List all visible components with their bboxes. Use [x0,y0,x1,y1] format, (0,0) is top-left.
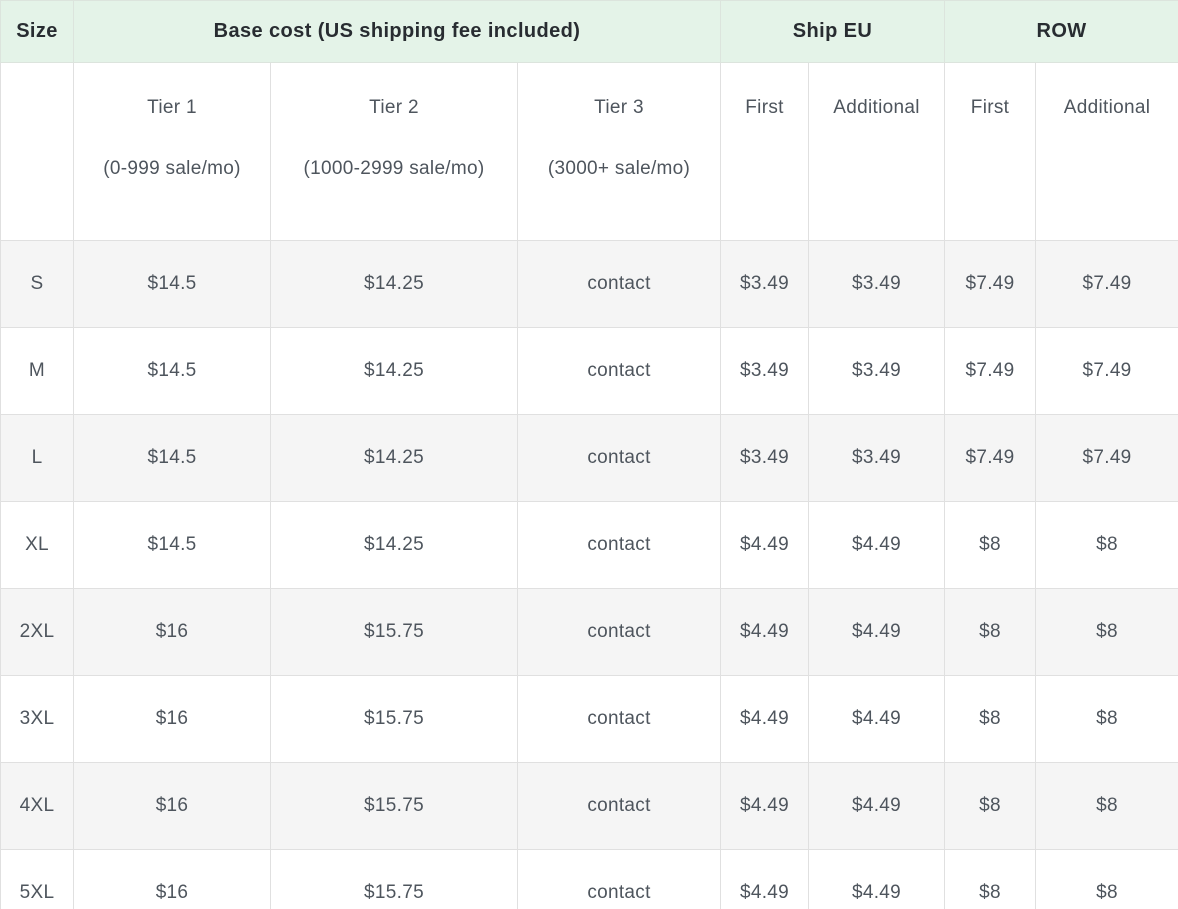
value-cell: contact [517,414,721,502]
table-row: XL $14.5 $14.25 contact $4.49 $4.49 $8 $8 [0,501,1178,589]
value-cell: $7.49 [1035,414,1178,502]
value-cell: $14.5 [73,501,271,589]
table-body: S $14.5 $14.25 contact $3.49 $3.49 $7.49 $7.49 M… [0,240,1178,909]
sub-header-title: Additional [833,97,920,118]
value-cell: $4.49 [720,675,809,763]
table-row: L $14.5 $14.25 contact $3.49 $3.49 $7.49 $7.49 [0,414,1178,502]
table-row: 4XL $16 $15.75 contact $4.49 $4.49 $8 $8 [0,762,1178,850]
value-cell: $8 [1035,762,1178,850]
value-cell: $14.25 [270,414,518,502]
value-cell: $7.49 [1035,327,1178,415]
value-cell: $4.49 [807,501,946,589]
value-cell: $8 [1035,849,1178,909]
table-row: M $14.5 $14.25 contact $3.49 $3.49 $7.49 $7.49 [0,327,1178,415]
value-cell: $8 [944,849,1037,909]
value-cell: $14.5 [73,414,271,502]
value-cell: $8 [1035,501,1178,589]
value-cell: $4.49 [720,849,809,909]
sub-header-cell: First [944,62,1037,241]
value-cell: $8 [1035,588,1178,676]
value-cell: $15.75 [270,762,518,850]
table-row: S $14.5 $14.25 contact $3.49 $3.49 $7.49 $7.49 [0,240,1178,328]
value-cell: $4.49 [807,762,946,850]
sub-header-subtitle: (1000-2999 sale/mo) [303,158,485,179]
value-cell: contact [517,327,721,415]
sub-header-title: Tier 2 [369,97,419,118]
table-row: 5XL $16 $15.75 contact $4.49 $4.49 $8 $8 [0,849,1178,909]
header-row-region: ROW [944,0,1178,63]
sub-header-cell: Tier 1 (0-999 sale/mo) [73,62,271,241]
value-cell: $15.75 [270,588,518,676]
sub-header-row: Tier 1 (0-999 sale/mo) Tier 2 (1000-2999 sa… [0,62,1178,241]
value-cell: $14.25 [270,327,518,415]
sub-header-subtitle: (0-999 sale/mo) [103,158,241,179]
value-cell: $8 [1035,675,1178,763]
sub-header-size-empty [0,62,74,241]
value-cell: $15.75 [270,849,518,909]
value-cell: $4.49 [807,849,946,909]
value-cell: $8 [944,762,1037,850]
value-cell: $3.49 [720,327,809,415]
sub-header-title: First [745,97,784,118]
size-cell: S [0,240,74,328]
value-cell: contact [517,762,721,850]
header-base-cost: Base cost (US shipping fee included) [73,0,721,63]
value-cell: $7.49 [944,327,1037,415]
value-cell: $3.49 [720,414,809,502]
sub-header-title: Additional [1063,97,1151,118]
value-cell: $14.5 [73,240,271,328]
size-cell: 3XL [0,675,74,763]
size-cell: 2XL [0,588,74,676]
value-cell: $4.49 [807,675,946,763]
size-cell: M [0,327,74,415]
value-cell: $14.25 [270,240,518,328]
group-header-row: Size Base cost (US shipping fee included… [0,0,1178,63]
value-cell: $3.49 [807,414,946,502]
size-cell: 5XL [0,849,74,909]
value-cell: $7.49 [944,240,1037,328]
sub-header-title: Tier 3 [594,97,644,118]
value-cell: $4.49 [720,762,809,850]
sub-header-subtitle: (3000+ sale/mo) [547,158,691,179]
sub-header-cell: Tier 2 (1000-2999 sale/mo) [270,62,518,241]
value-cell: $16 [73,675,271,763]
value-cell: $14.25 [270,501,518,589]
value-cell: $3.49 [807,240,946,328]
value-cell: $3.49 [720,240,809,328]
sub-header-cell: First [720,62,809,241]
value-cell: contact [517,849,721,909]
header-ship-eu: Ship EU [719,0,946,63]
value-cell: $8 [944,588,1037,676]
sub-header-cell: Tier 3 (3000+ sale/mo) [517,62,721,241]
value-cell: $16 [73,588,271,676]
value-cell: contact [517,588,721,676]
header-size: Size [0,0,74,63]
table-row: 3XL $16 $15.75 contact $4.49 $4.49 $8 $8 [0,675,1178,763]
value-cell: $3.49 [807,327,946,415]
sub-header-title: First [970,97,1010,118]
value-cell: $4.49 [720,588,809,676]
value-cell: $14.5 [73,327,271,415]
value-cell: $16 [73,762,271,850]
value-cell: $8 [944,501,1037,589]
sub-header-cell: Additional [807,62,946,241]
sub-header-title: Tier 1 [147,97,197,118]
value-cell: $16 [73,849,271,909]
value-cell: $7.49 [1035,240,1178,328]
value-cell: $7.49 [944,414,1037,502]
value-cell: contact [517,675,721,763]
value-cell: contact [517,240,721,328]
size-cell: L [0,414,74,502]
value-cell: $4.49 [807,588,946,676]
value-cell: $8 [944,675,1037,763]
table-row: 2XL $16 $15.75 contact $4.49 $4.49 $8 $8 [0,588,1178,676]
value-cell: $15.75 [270,675,518,763]
value-cell: $4.49 [720,501,809,589]
value-cell: contact [517,501,721,589]
size-cell: XL [0,501,74,589]
size-cell: 4XL [0,762,74,850]
sub-header-cell: Additional [1035,62,1178,241]
